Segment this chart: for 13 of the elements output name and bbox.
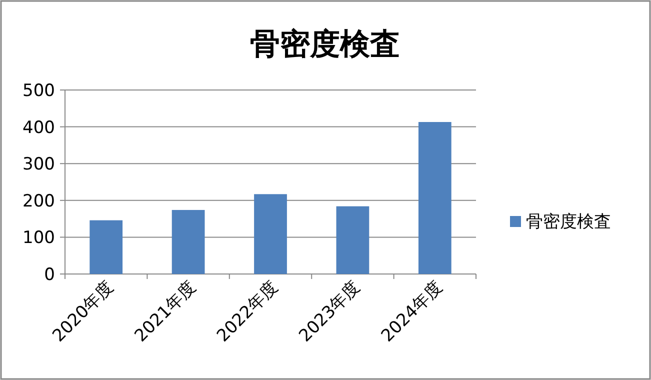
y-tick-label: 500	[22, 81, 55, 101]
legend-label: 骨密度検査	[526, 212, 611, 232]
bar	[336, 206, 370, 274]
y-tick-label: 200	[22, 191, 55, 212]
bar	[90, 220, 123, 274]
y-tick-label: 100	[22, 228, 55, 248]
bar	[172, 210, 205, 274]
bar	[418, 122, 452, 274]
chart-title: 骨密度検査	[250, 27, 400, 62]
bar	[254, 194, 287, 274]
y-tick-label: 300	[22, 154, 55, 175]
y-tick-label: 0	[44, 265, 55, 285]
y-tick-label: 400	[22, 118, 55, 138]
